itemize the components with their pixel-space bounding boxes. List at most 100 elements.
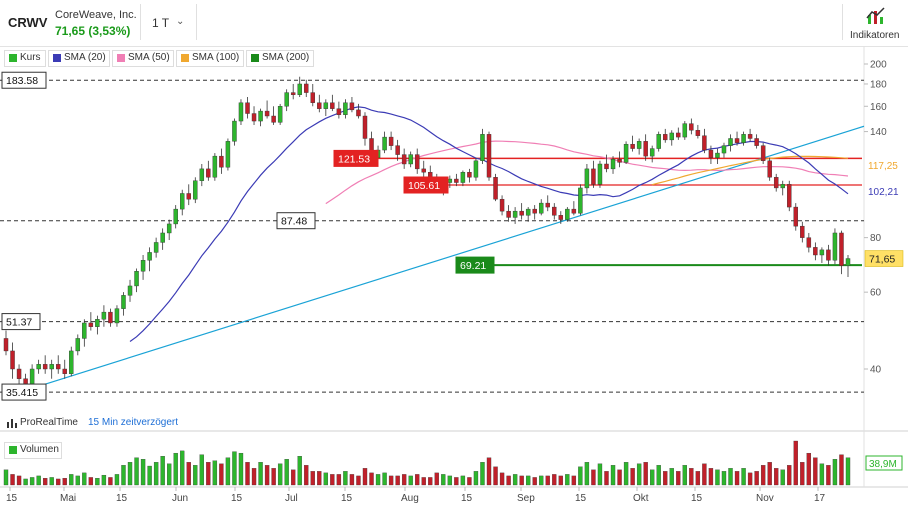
candle-body <box>114 308 120 324</box>
candle-body <box>565 208 570 220</box>
candle-body <box>676 132 681 138</box>
period-selector[interactable]: 1 T ⌄ <box>144 8 194 38</box>
volume-bar <box>702 463 707 486</box>
legend-item-sma20[interactable]: SMA (20) <box>48 50 110 67</box>
candle-body <box>140 260 146 272</box>
legend-item-volume[interactable]: Volumen <box>4 442 62 459</box>
volume-bar <box>167 463 172 486</box>
volume-bar <box>401 474 407 486</box>
volume-bar <box>29 477 35 486</box>
candle-body <box>839 232 844 266</box>
volume-bar <box>206 462 211 486</box>
level-label-box <box>276 212 316 230</box>
candle-body <box>780 184 785 189</box>
volume-bar <box>75 475 80 486</box>
legend-item-sma200[interactable]: SMA (200) <box>246 50 314 67</box>
indicators-button[interactable]: Indikatoren <box>846 4 904 44</box>
volume-bar <box>114 474 120 486</box>
volume-bar <box>715 469 720 486</box>
last-price-box <box>864 250 904 267</box>
y-tick-label: 160 <box>870 102 887 113</box>
candle-body <box>206 168 211 178</box>
candle-body <box>480 134 485 162</box>
volume-bar <box>591 469 596 486</box>
legend-item-sma50[interactable]: SMA (50) <box>112 50 174 67</box>
source-delay[interactable]: 15 Min zeitverzögert <box>88 417 179 428</box>
x-tick-label: 15 <box>231 493 243 504</box>
candle-body <box>597 163 603 185</box>
volume-bar <box>395 475 400 486</box>
x-tick-label: 15 <box>461 493 473 504</box>
candle-body <box>512 210 518 218</box>
volume-bar <box>238 452 244 486</box>
x-tick-label: 15 <box>6 493 18 504</box>
candle-body <box>186 193 191 200</box>
candle-body <box>343 102 348 115</box>
volume-bar <box>467 477 472 486</box>
candle-body <box>408 154 413 165</box>
volume-bar <box>304 465 309 486</box>
volume-bar <box>147 465 152 486</box>
legend-item-kurs[interactable]: Kurs <box>4 50 46 67</box>
volume-bar <box>330 474 335 486</box>
candle-body <box>356 109 361 117</box>
x-tick-label: 15 <box>575 493 587 504</box>
volume-bar <box>310 471 315 486</box>
candle-body <box>10 350 15 370</box>
volume-bar <box>428 477 433 486</box>
y-tick-label: 40 <box>870 365 882 376</box>
candle-body <box>845 258 851 266</box>
volume-bar <box>774 468 779 486</box>
candle-body <box>290 92 296 95</box>
legend-item-sma100[interactable]: SMA (100) <box>176 50 244 67</box>
volume-bar <box>734 471 740 486</box>
volume-bar <box>819 463 825 486</box>
period-label: 1 T <box>152 16 170 30</box>
volume-bar <box>362 468 368 486</box>
volume-bar <box>663 471 668 486</box>
candle-body <box>669 132 674 141</box>
volume-value-box <box>865 455 903 471</box>
candle-body <box>826 249 831 261</box>
volume-bar <box>225 457 231 486</box>
volume-bar <box>800 462 805 486</box>
volume-bar <box>839 454 844 486</box>
volume-bar <box>415 474 420 486</box>
candle-body <box>251 113 257 122</box>
volume-bar <box>264 465 270 486</box>
volume-bar <box>813 457 818 486</box>
volume-bar <box>584 462 590 486</box>
candle-body <box>486 134 492 178</box>
candle-body <box>160 232 165 243</box>
candle-body <box>362 115 368 139</box>
candle-body <box>708 149 714 158</box>
candle-body <box>617 159 622 163</box>
volume-bar <box>780 469 785 486</box>
y-tick-label: 140 <box>870 127 887 138</box>
candle-body <box>525 208 531 216</box>
volume-bar <box>49 477 54 486</box>
candle-body <box>238 102 244 122</box>
volume-bar <box>454 477 459 486</box>
volume-bar <box>539 475 544 486</box>
volume-bar <box>689 468 694 486</box>
legend-swatch <box>251 54 259 62</box>
x-tick-label: 15 <box>691 493 703 504</box>
candle-body <box>421 168 426 173</box>
volume-bar <box>88 477 94 486</box>
resistance-label: 105.61 <box>408 180 440 192</box>
x-tick-label: Nov <box>756 493 774 504</box>
volume-bar <box>578 466 583 486</box>
volume-bar <box>356 475 361 486</box>
candle-body <box>734 138 740 143</box>
candle-body <box>121 295 126 309</box>
candle-body <box>317 102 322 109</box>
candle-body <box>62 368 67 374</box>
volume-bar <box>271 468 276 486</box>
candle-body <box>304 83 309 93</box>
volume-bar <box>193 465 198 486</box>
candle-body <box>741 134 746 143</box>
volume-bar <box>388 475 394 486</box>
volume-bar <box>552 474 557 486</box>
